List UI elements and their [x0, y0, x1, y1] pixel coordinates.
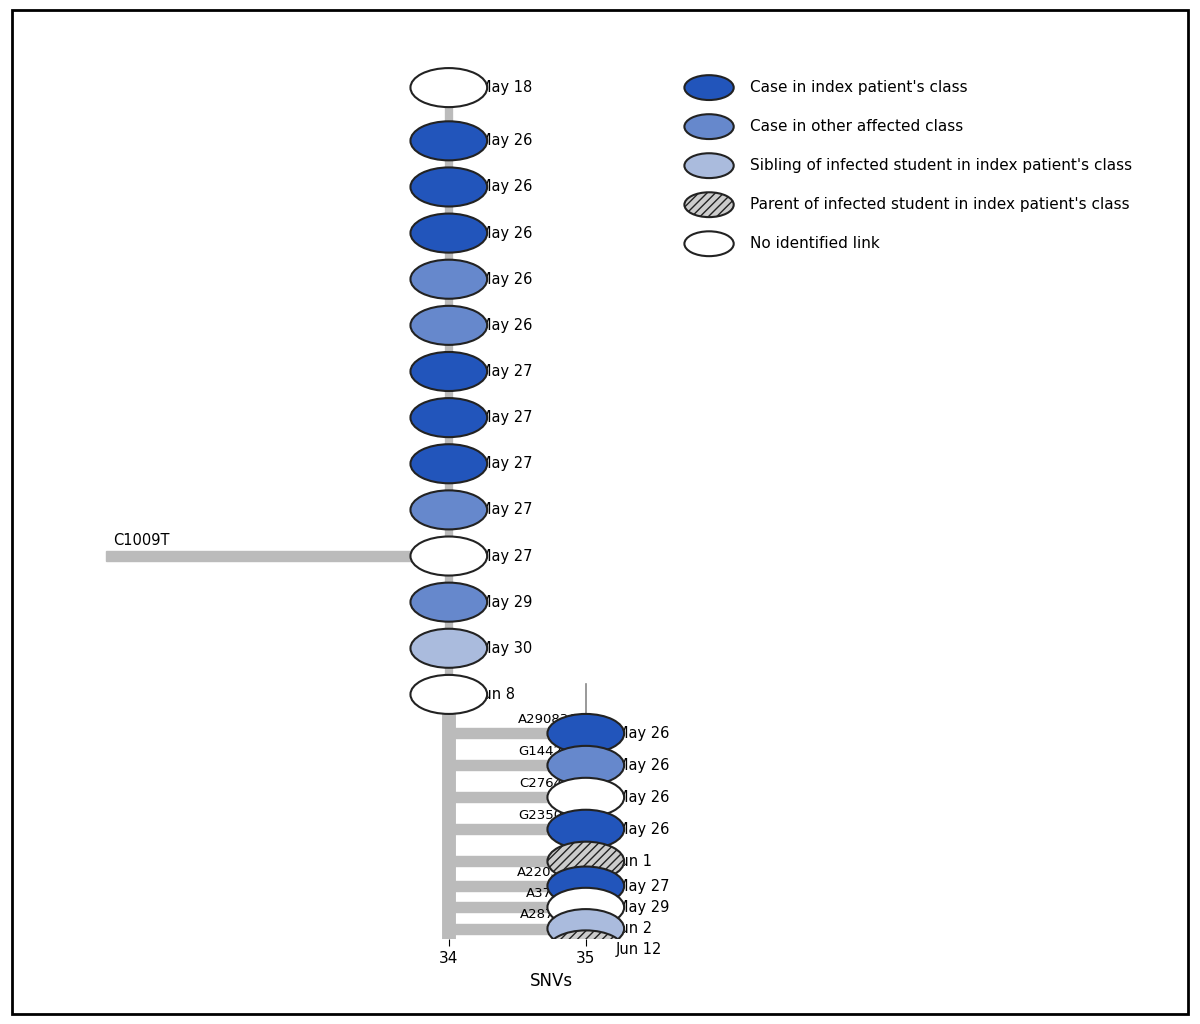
- Bar: [449, 881, 586, 891]
- Text: No identified link: No identified link: [750, 237, 880, 251]
- Ellipse shape: [410, 214, 487, 253]
- Ellipse shape: [547, 888, 624, 927]
- Text: May 26: May 26: [616, 822, 670, 837]
- Bar: [449, 856, 586, 866]
- Text: Sibling of infected student in index patient's class: Sibling of infected student in index pat…: [750, 158, 1133, 173]
- Ellipse shape: [410, 537, 487, 575]
- Text: C1009T: C1009T: [113, 532, 169, 548]
- Bar: [449, 945, 586, 955]
- Ellipse shape: [410, 260, 487, 299]
- Text: May 27: May 27: [479, 549, 533, 563]
- Ellipse shape: [410, 629, 487, 668]
- Text: May 29: May 29: [616, 900, 670, 914]
- Ellipse shape: [547, 778, 624, 817]
- Ellipse shape: [547, 714, 624, 753]
- Text: May 18: May 18: [479, 80, 532, 95]
- Text: May 26: May 26: [616, 726, 670, 741]
- Ellipse shape: [684, 154, 733, 178]
- Ellipse shape: [410, 444, 487, 483]
- Bar: [449, 793, 586, 802]
- Text: A28750T: A28750T: [520, 908, 578, 922]
- Text: G14428T: G14428T: [518, 744, 578, 758]
- Text: May 29: May 29: [479, 595, 533, 609]
- Ellipse shape: [684, 231, 733, 256]
- Text: May 30: May 30: [479, 641, 532, 655]
- Ellipse shape: [547, 842, 624, 881]
- Bar: [449, 824, 586, 835]
- Text: C27641T: C27641T: [520, 777, 578, 790]
- Bar: [107, 551, 449, 561]
- Text: May 26: May 26: [616, 758, 670, 773]
- Text: A22034G: A22034G: [517, 865, 578, 879]
- Text: May 27: May 27: [479, 411, 533, 425]
- Ellipse shape: [410, 68, 487, 108]
- Text: May 27: May 27: [479, 364, 533, 379]
- Text: May 26: May 26: [479, 225, 533, 241]
- Text: A3712G: A3712G: [526, 887, 578, 900]
- Ellipse shape: [547, 745, 624, 785]
- Ellipse shape: [410, 121, 487, 161]
- Ellipse shape: [547, 866, 624, 905]
- Text: May 26: May 26: [479, 317, 533, 333]
- Text: Case in other affected class: Case in other affected class: [750, 119, 964, 134]
- Ellipse shape: [684, 75, 733, 100]
- Ellipse shape: [410, 490, 487, 529]
- Text: May 26: May 26: [616, 790, 670, 805]
- Text: Parent of infected student in index patient's class: Parent of infected student in index pati…: [750, 198, 1129, 212]
- X-axis label: SNVs: SNVs: [530, 972, 574, 989]
- Text: May 27: May 27: [616, 879, 670, 894]
- Text: May 27: May 27: [479, 457, 533, 471]
- Ellipse shape: [684, 193, 733, 217]
- Ellipse shape: [410, 168, 487, 207]
- Text: May 26: May 26: [479, 179, 533, 195]
- Bar: [449, 924, 586, 934]
- Bar: [449, 761, 586, 770]
- Text: Jun 12: Jun 12: [616, 942, 662, 957]
- Bar: [449, 728, 586, 738]
- Text: Jun 2: Jun 2: [616, 922, 653, 936]
- Text: May 26: May 26: [479, 271, 533, 287]
- Ellipse shape: [410, 583, 487, 622]
- Ellipse shape: [684, 115, 733, 139]
- Ellipse shape: [547, 931, 624, 970]
- Text: Case in index patient's class: Case in index patient's class: [750, 80, 967, 95]
- Ellipse shape: [547, 810, 624, 849]
- Ellipse shape: [410, 675, 487, 714]
- Ellipse shape: [547, 909, 624, 948]
- Text: G23501T: G23501T: [518, 809, 578, 822]
- Ellipse shape: [410, 398, 487, 437]
- Text: May 27: May 27: [479, 503, 533, 517]
- Text: Jun 8: Jun 8: [479, 687, 516, 701]
- Ellipse shape: [410, 352, 487, 391]
- Ellipse shape: [410, 306, 487, 345]
- Bar: [449, 902, 586, 912]
- Text: A29083G: A29083G: [517, 713, 578, 726]
- Text: Jun 1: Jun 1: [616, 854, 653, 868]
- Text: May 26: May 26: [479, 133, 533, 148]
